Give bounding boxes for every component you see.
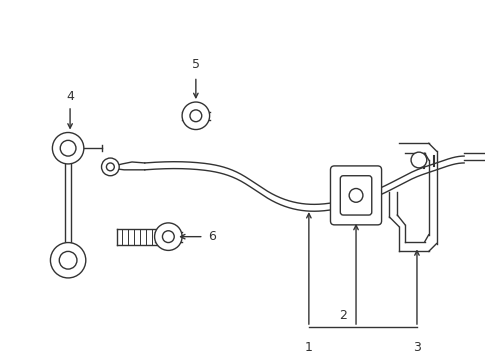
- Text: 2: 2: [339, 309, 346, 322]
- Circle shape: [106, 163, 114, 171]
- Text: 3: 3: [412, 341, 420, 354]
- Circle shape: [410, 152, 426, 168]
- Circle shape: [154, 223, 182, 251]
- Text: 6: 6: [207, 230, 215, 243]
- Circle shape: [102, 158, 119, 176]
- Circle shape: [60, 140, 76, 156]
- Circle shape: [189, 110, 202, 122]
- Circle shape: [52, 132, 83, 164]
- Text: 5: 5: [191, 58, 200, 71]
- Circle shape: [59, 251, 77, 269]
- Circle shape: [162, 231, 174, 243]
- Text: 4: 4: [66, 90, 74, 103]
- Text: 1: 1: [305, 341, 312, 354]
- FancyBboxPatch shape: [340, 176, 371, 215]
- Circle shape: [182, 102, 209, 130]
- Circle shape: [348, 189, 362, 202]
- Circle shape: [50, 243, 85, 278]
- FancyBboxPatch shape: [330, 166, 381, 225]
